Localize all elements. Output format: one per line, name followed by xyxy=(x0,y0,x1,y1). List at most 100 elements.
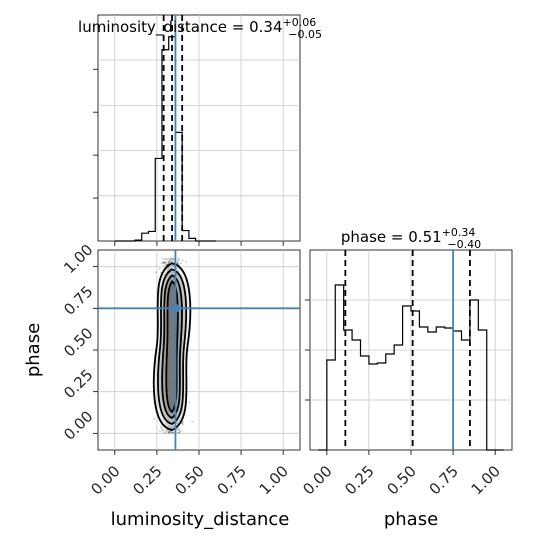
scatter-point xyxy=(169,258,171,261)
scatter-point xyxy=(160,426,162,429)
scatter-point xyxy=(165,262,167,265)
scatter-point xyxy=(171,258,174,261)
scatter-point xyxy=(163,432,165,434)
scatter-point xyxy=(176,262,179,264)
luminosity-distance-histogram: luminosity_distance = 0.34+0.06 −0.05 xyxy=(78,14,322,246)
scatter-point xyxy=(164,264,167,267)
scatter-point xyxy=(178,431,181,434)
scatter-point xyxy=(178,428,181,430)
scatter-point xyxy=(162,262,165,265)
scatter-point xyxy=(181,259,184,262)
x-tick-label: 0.25 xyxy=(341,462,377,498)
scatter-point xyxy=(176,261,179,263)
scatter-point xyxy=(160,262,163,265)
scatter-point xyxy=(167,431,170,434)
scatter-point xyxy=(167,261,170,264)
scatter-point xyxy=(164,259,167,261)
scatter-point xyxy=(167,261,170,263)
scatter-point xyxy=(178,259,181,262)
scatter-point xyxy=(167,430,170,433)
y-tick-label: 0.50 xyxy=(60,324,96,360)
y-tick-label: 1.00 xyxy=(60,241,96,277)
scatter-point xyxy=(177,262,179,265)
scatter-point xyxy=(170,260,172,263)
luminosity-distance-title: luminosity_distance = 0.34+0.06 −0.05 xyxy=(78,16,322,41)
scatter-point xyxy=(171,431,174,434)
y-tick-label: 0.75 xyxy=(60,282,96,318)
truth-marker xyxy=(170,303,180,313)
phase-title: phase = 0.51+0.34 −0.40 xyxy=(341,226,481,251)
scatter-point xyxy=(168,431,171,434)
scatter-point xyxy=(172,260,174,263)
x-tick-label: 0.25 xyxy=(129,462,165,498)
x-tick-label: 0.75 xyxy=(214,462,250,498)
x-tick-label: 1.00 xyxy=(468,462,504,498)
scatter-point xyxy=(163,262,166,264)
scatter-point xyxy=(165,261,168,264)
scatter-point xyxy=(177,428,179,431)
scatter-point xyxy=(170,431,173,434)
scatter-point xyxy=(153,417,156,420)
scatter-point xyxy=(163,262,166,264)
x-axis-title-luminosity-distance: luminosity_distance xyxy=(111,509,290,530)
scatter-point xyxy=(172,432,174,434)
scatter-point xyxy=(170,257,173,260)
scatter-point xyxy=(166,429,169,432)
scatter-point xyxy=(182,420,184,423)
scatter-point xyxy=(163,261,165,264)
scatter-point xyxy=(164,257,167,260)
scatter-point xyxy=(171,431,173,433)
scatter-point xyxy=(170,258,173,260)
scatter-point xyxy=(168,261,171,264)
scatter-point xyxy=(168,432,170,435)
scatter-point xyxy=(161,258,164,260)
scatter-point xyxy=(166,258,169,260)
scatter-point xyxy=(158,267,161,270)
y-tick-label: 0.25 xyxy=(60,366,96,402)
scatter-point xyxy=(177,257,180,260)
scatter-point xyxy=(178,431,181,434)
scatter-point xyxy=(177,429,180,432)
phase-histogram: 0.00 0.25 0.50 0.75 1.00 phase = 0.51+0.34 −0… xyxy=(299,226,513,498)
scatter-point xyxy=(172,258,174,261)
x-tick-label: 0.50 xyxy=(383,462,419,498)
scatter-point xyxy=(162,261,164,264)
scatter-point xyxy=(167,257,170,260)
scatter-point xyxy=(172,431,175,434)
scatter-point xyxy=(185,260,188,263)
scatter-point xyxy=(176,427,179,430)
scatter-point xyxy=(165,430,168,433)
scatter-point xyxy=(177,258,180,261)
scatter-point xyxy=(168,431,170,434)
scatter-point xyxy=(163,261,166,264)
histogram-step xyxy=(114,36,216,242)
y-axis-title-phase: phase xyxy=(23,323,44,377)
scatter-point xyxy=(177,431,180,434)
scatter-point xyxy=(165,264,168,266)
scatter-point xyxy=(188,401,191,404)
y-tick-label: 0.00 xyxy=(60,407,96,443)
scatter-point xyxy=(159,430,161,433)
phase-vs-luminosity-distance-panel: 0.00 0.25 0.50 0.75 1.000.000.250.500.751.00 xyxy=(60,241,301,498)
scatter-point xyxy=(180,430,183,433)
scatter-point xyxy=(165,431,168,434)
scatter-point xyxy=(191,421,194,423)
x-tick-label: 0.00 xyxy=(87,462,123,498)
scatter-point xyxy=(163,429,165,432)
scatter-point xyxy=(161,427,163,430)
scatter-point xyxy=(155,271,158,274)
scatter-point xyxy=(181,422,184,425)
x-tick-label: 1.00 xyxy=(256,462,292,498)
scatter-point xyxy=(161,429,164,432)
scatter-point xyxy=(168,431,171,433)
scatter-point xyxy=(172,257,174,260)
scatter-point xyxy=(177,263,180,266)
x-tick-label: 0.00 xyxy=(299,462,335,498)
scatter-point xyxy=(168,259,171,262)
scatter-point xyxy=(180,262,183,265)
scatter-point xyxy=(170,260,173,263)
scatter-point xyxy=(167,262,170,265)
scatter-point xyxy=(168,260,171,262)
x-tick-label: 0.75 xyxy=(426,462,462,498)
